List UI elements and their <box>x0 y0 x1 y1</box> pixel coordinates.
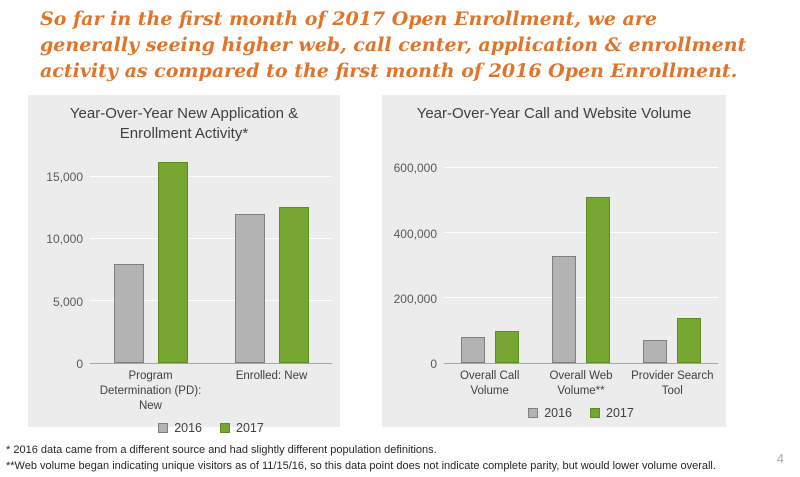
chart-title: Year-Over-Year New Application & Enrollm… <box>69 105 299 142</box>
chart-applications-enrollment: Year-Over-Year New Application & Enrollm… <box>28 95 340 435</box>
bar-2017 <box>278 206 309 363</box>
legend-item-2016: 2016 <box>158 421 202 435</box>
gridline <box>444 297 718 299</box>
category-label: Overall Web Volume** <box>549 370 613 397</box>
chart-title: Year-Over-Year Call and Website Volume <box>416 105 692 122</box>
legend-item-2016: 2016 <box>528 406 572 420</box>
bar-group <box>535 152 626 363</box>
y-tick-label: 200,000 <box>393 291 437 306</box>
bar-2017 <box>157 161 188 363</box>
y-tick-label: 400,000 <box>393 226 437 241</box>
y-tick-label: 0 <box>430 357 437 371</box>
bar-2016 <box>643 340 668 363</box>
bar-group <box>444 152 535 363</box>
legend-label: 2017 <box>236 420 264 435</box>
y-tick-label: 600,000 <box>393 161 437 176</box>
legend-item-2017: 2017 <box>590 406 634 420</box>
category-label: Program Determination (PD): New <box>99 370 202 412</box>
bar-2017 <box>677 317 702 363</box>
footnote-2: **Web volume began indicating unique vis… <box>6 459 716 472</box>
gridline <box>444 232 718 234</box>
gridline <box>90 175 332 177</box>
bar-2017 <box>585 197 610 363</box>
headline: So far in the first month of 2017 Open E… <box>40 8 747 83</box>
bar-2016 <box>551 255 576 363</box>
legend-swatch-2017 <box>590 407 600 418</box>
legend-swatch-2016 <box>528 407 539 418</box>
y-tick-label: 5,000 <box>52 294 83 309</box>
bar-group <box>211 152 332 363</box>
y-tick-label: 10,000 <box>46 232 83 247</box>
y-axis: 0 5,000 10,000 15,000 <box>36 152 90 371</box>
legend-swatch-2017 <box>220 422 230 433</box>
y-tick-label: 15,000 <box>46 169 83 184</box>
gridline <box>90 237 332 239</box>
bar-group <box>627 152 718 363</box>
category-label: Enrolled: New <box>235 370 308 382</box>
bar-group <box>90 152 211 363</box>
gridline <box>444 167 718 169</box>
chart-call-website-volume: Year-Over-Year Call and Website Volume 0… <box>382 95 726 427</box>
category-label: Overall Call Volume <box>459 370 520 397</box>
legend-item-2017: 2017 <box>220 421 264 435</box>
legend-label: 2017 <box>606 405 634 420</box>
y-tick-label: 0 <box>76 357 83 371</box>
bar-2016 <box>460 337 485 363</box>
legend-label: 2016 <box>174 420 202 435</box>
legend-label: 2016 <box>544 405 572 420</box>
bar-chart: 0 200,000 400,000 600,000 Overall Call Volum… <box>390 152 718 421</box>
category-label: Provider Search Tool <box>631 370 714 397</box>
legend: 2016 2017 <box>444 406 718 420</box>
gridline <box>90 299 332 301</box>
plot-area <box>90 152 332 364</box>
plot-area <box>444 152 718 364</box>
footnote-1: * 2016 data came from a different source… <box>6 444 437 456</box>
bar-2016 <box>234 214 265 363</box>
legend: 2016 2017 <box>90 421 332 435</box>
page-number: 4 <box>776 451 784 466</box>
bar-chart: 0 5,000 10,000 15,000 Program Determination … <box>36 152 332 435</box>
bar-2016 <box>113 263 144 363</box>
bar-2017 <box>494 330 519 363</box>
legend-swatch-2016 <box>158 422 169 433</box>
y-axis: 0 200,000 400,000 600,000 <box>390 152 444 371</box>
footnotes: * 2016 data came from a different source… <box>6 443 766 475</box>
